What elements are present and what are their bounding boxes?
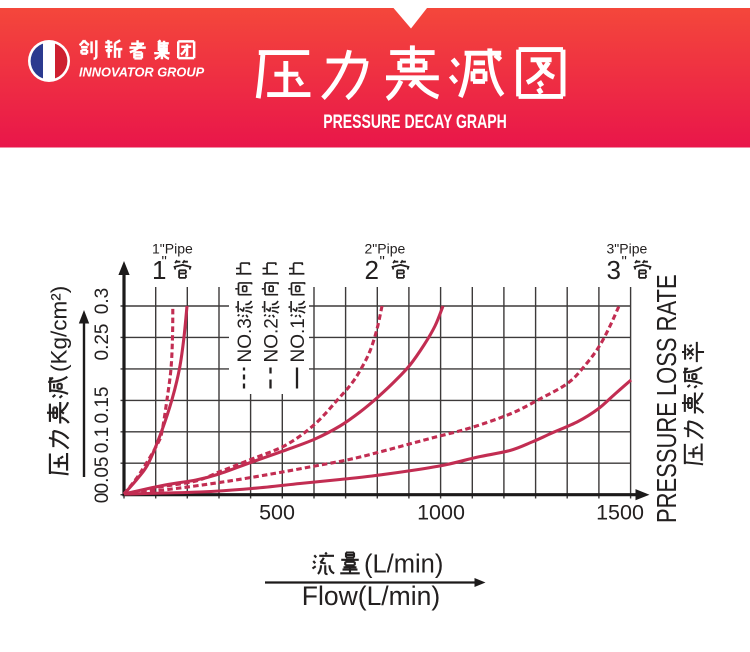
svg-text:(Kg/cm²): (Kg/cm²) — [47, 286, 72, 372]
svg-text:0.3: 0.3 — [92, 288, 113, 314]
svg-text:PRESSURE DECAY GRAPH: PRESSURE DECAY GRAPH — [323, 111, 507, 133]
svg-text:1: 1 — [152, 255, 166, 285]
svg-text:NO.2: NO.2 — [262, 318, 283, 362]
svg-text:PRESSURE LOSS RATE: PRESSURE LOSS RATE — [652, 274, 683, 523]
svg-text:2: 2 — [365, 255, 379, 285]
svg-text:": " — [622, 253, 627, 270]
svg-text:(L/min): (L/min) — [364, 551, 443, 579]
svg-text:": " — [380, 253, 385, 270]
svg-text:0.05: 0.05 — [92, 457, 113, 494]
svg-text:1000: 1000 — [417, 501, 465, 525]
svg-text:2"Pipe: 2"Pipe — [365, 241, 406, 257]
svg-text:1500: 1500 — [596, 501, 644, 525]
svg-text:500: 500 — [259, 501, 295, 525]
svg-text:1"Pipe: 1"Pipe — [152, 241, 193, 257]
svg-text:NO.3: NO.3 — [235, 318, 256, 362]
svg-text:0.1: 0.1 — [92, 427, 113, 453]
svg-text:INNOVATOR GROUP: INNOVATOR GROUP — [79, 65, 205, 80]
svg-text:NO.1: NO.1 — [288, 318, 309, 362]
svg-text:3: 3 — [607, 255, 621, 285]
svg-text:0.25: 0.25 — [92, 324, 113, 361]
svg-text:0: 0 — [92, 493, 113, 504]
svg-text:Flow(L/min): Flow(L/min) — [302, 581, 440, 611]
svg-text:0.15: 0.15 — [92, 387, 113, 424]
svg-text:3"Pipe: 3"Pipe — [607, 241, 648, 257]
svg-text:": " — [162, 253, 167, 270]
